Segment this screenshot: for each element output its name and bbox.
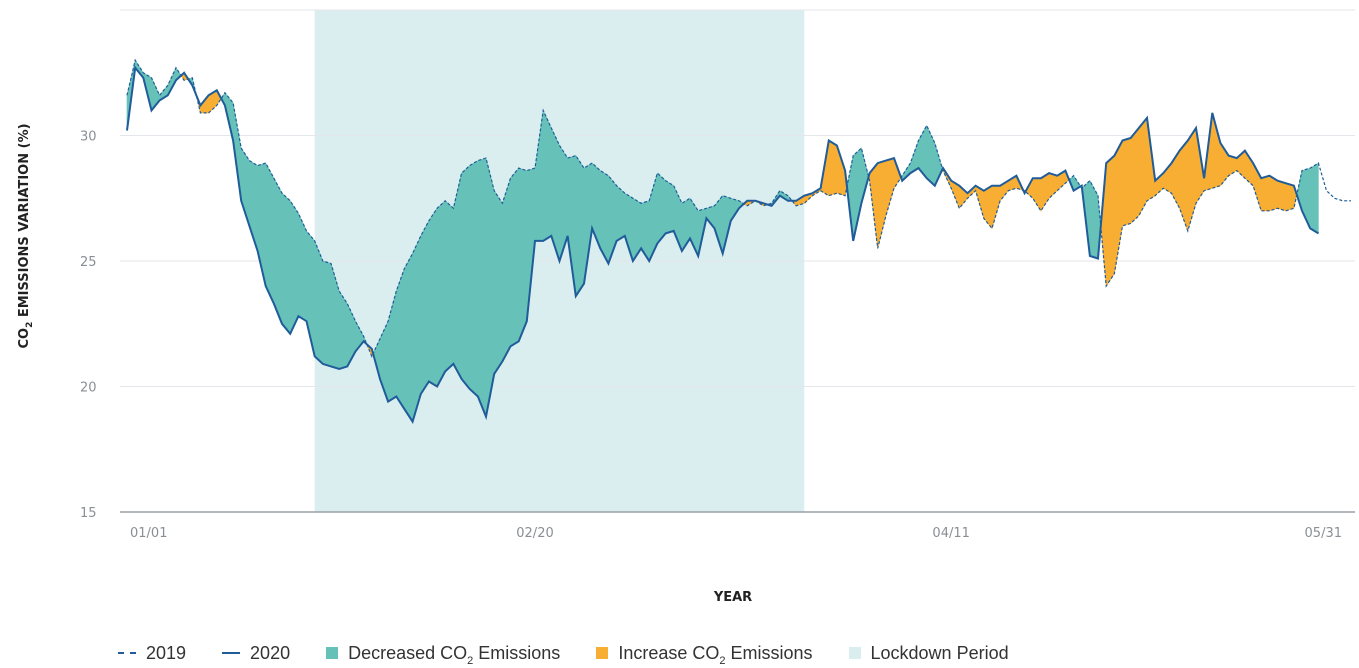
increase-fill (983, 185, 993, 230)
decrease-fill (542, 110, 552, 242)
increase-fill (828, 139, 838, 197)
increase-fill (885, 157, 895, 216)
decrease-fill (1309, 162, 1319, 234)
legend-item-2020: 2020 (222, 643, 290, 664)
increase-fill (1114, 140, 1123, 274)
decrease-fill (412, 235, 422, 422)
decrease-fill (265, 162, 275, 304)
legend-label-decreased: Decreased CO2 Emissions (348, 642, 561, 667)
y-tick-label: 20 (80, 381, 97, 396)
legend: 2019 2020 Decreased CO2 Emissions Increa… (118, 641, 1045, 667)
decrease-fill (575, 154, 585, 298)
lockdown-swatch (848, 647, 861, 659)
dashed-line-swatch (118, 652, 136, 654)
decrease-fill (477, 157, 487, 417)
decrease-fill (322, 260, 332, 367)
legend-item-lockdown: Lockdown Period (848, 642, 1009, 664)
increased-swatch (596, 647, 609, 659)
x-axis-title: YEAR (713, 590, 752, 605)
legend-item-2019: 2019 (118, 643, 186, 664)
legend-label-2020: 2020 (250, 642, 291, 663)
decrease-fill (338, 290, 348, 370)
decrease-fill (395, 268, 405, 411)
decrease-fill (657, 172, 666, 245)
decrease-fill (469, 160, 479, 398)
decrease-fill (616, 185, 626, 242)
legend-label-lockdown: Lockdown Period (870, 642, 1009, 663)
series-2020-line (126, 65, 1319, 424)
y-tick-label: 30 (80, 130, 97, 145)
legend-label-increased: Increase CO2 Emissions (618, 642, 813, 667)
decrease-fill (852, 147, 862, 241)
decrease-fill (926, 125, 936, 187)
increase-fill (1130, 127, 1140, 225)
legend-item-increased: Increase CO2 Emissions (596, 642, 813, 667)
increase-fill (1048, 172, 1058, 199)
decrease-fill (493, 189, 503, 375)
decrease-fill (444, 200, 454, 373)
increase-fill (1277, 180, 1286, 212)
y-tick-labels: 15 20 25 30 (80, 130, 97, 522)
x-tick-label: 02/20 (516, 526, 553, 541)
decrease-fill (436, 200, 446, 387)
increase-fill (1171, 149, 1180, 209)
solid-line-swatch (222, 652, 241, 654)
increase-fill (1032, 177, 1042, 212)
increase-fill (1285, 182, 1295, 212)
decrease-fill (273, 178, 283, 324)
y-tick-label: 15 (80, 506, 97, 521)
increase-fill (1105, 154, 1115, 288)
increase-fill (1260, 175, 1270, 212)
decrease-fill (502, 178, 511, 362)
decrease-fill (289, 199, 299, 334)
series-2019-line (126, 58, 1351, 358)
x-tick-labels: 01/01 02/20 04/11 05/31 (130, 526, 1342, 541)
decrease-fill (510, 167, 520, 347)
y-tick-label: 25 (80, 255, 97, 270)
x-tick-label: 01/01 (130, 526, 167, 541)
y-axis-title: CO2 EMISSIONS VARIATION (%) (17, 123, 35, 348)
decrease-fill (665, 180, 675, 234)
decreased-swatch (326, 647, 339, 659)
decrease-fill (461, 164, 471, 390)
increase-fill (1138, 117, 1148, 216)
decrease-fill (518, 167, 528, 342)
increase-fill (877, 160, 887, 249)
decrease-fill (420, 220, 430, 396)
increase-fill (1187, 126, 1197, 231)
decrease-fill (404, 253, 413, 423)
decrease-fill (428, 207, 438, 388)
increase-fill (836, 145, 846, 197)
increase-fill (1179, 139, 1189, 232)
legend-item-decreased: Decreased CO2 Emissions (326, 642, 561, 667)
x-tick-label: 05/31 (1305, 526, 1342, 541)
legend-label-2019: 2019 (146, 642, 187, 663)
decrease-fill (861, 148, 869, 204)
increase-fill (1122, 137, 1131, 227)
x-tick-label: 04/11 (932, 526, 969, 541)
decrease-fill (281, 192, 291, 335)
